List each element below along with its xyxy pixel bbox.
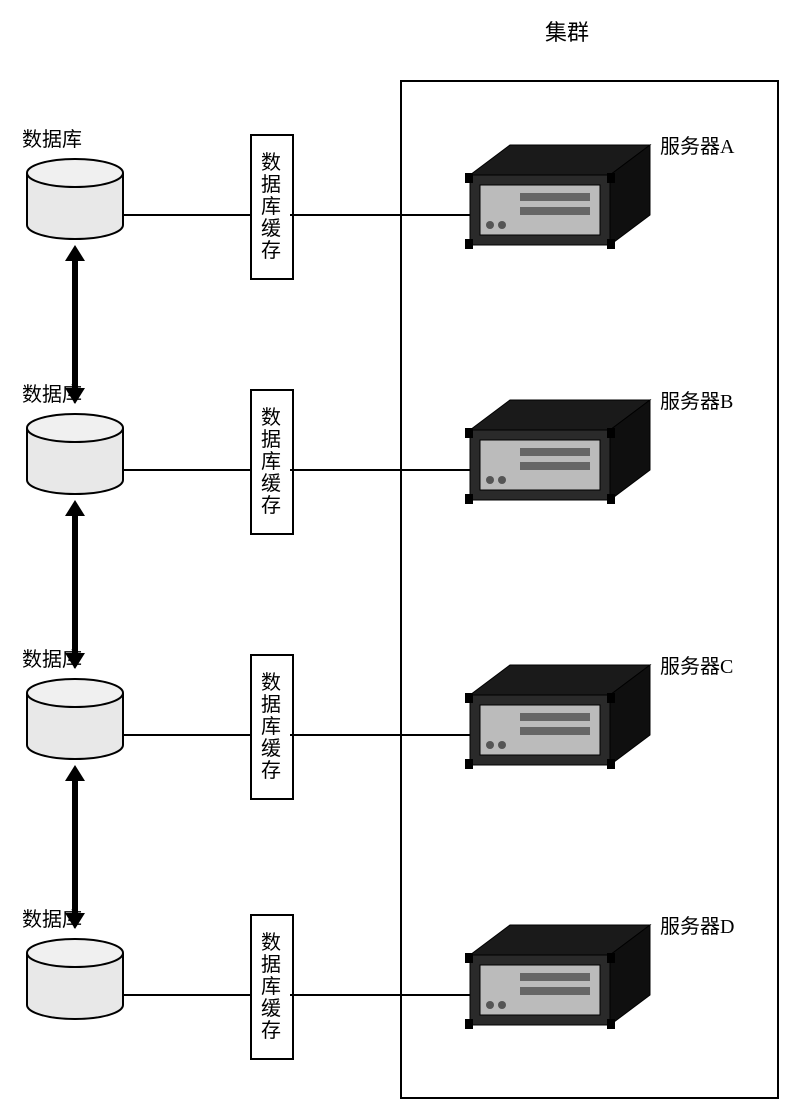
db-label-0: 数据库: [22, 123, 82, 152]
database-icon-2: [17, 675, 133, 765]
cache-box-0: 数据库缓存: [250, 134, 294, 280]
diagram-canvas: 集群 数据库 数据库缓存 服务器A 数据库: [0, 0, 800, 1120]
arrow-up-1: [65, 500, 85, 516]
connector-db-cache-0: [123, 214, 250, 216]
server-label-3: 服务器D: [660, 910, 734, 939]
connector-db-cache-2: [123, 734, 250, 736]
cache-label-3: 数据库缓存: [254, 932, 290, 1042]
server-label-0: 服务器A: [660, 130, 734, 159]
server-label-1: 服务器B: [660, 385, 733, 414]
cache-box-1: 数据库缓存: [250, 389, 294, 535]
connector-db-cache-1: [123, 469, 250, 471]
server-icon-2: [460, 655, 660, 785]
server-icon-0: [460, 135, 660, 265]
db-label-1: 数据库: [22, 378, 82, 407]
db-label-2: 数据库: [22, 643, 82, 672]
arrow-line-2: [72, 780, 78, 915]
database-icon-0: [17, 155, 133, 245]
cache-box-3: 数据库缓存: [250, 914, 294, 1060]
arrow-line-0: [72, 260, 78, 390]
database-icon-3: [17, 935, 133, 1025]
arrow-line-1: [72, 515, 78, 655]
cache-label-1: 数据库缓存: [254, 407, 290, 517]
server-icon-3: [460, 915, 660, 1045]
arrow-up-0: [65, 245, 85, 261]
cache-label-0: 数据库缓存: [254, 152, 290, 262]
cluster-title: 集群: [545, 15, 589, 47]
server-icon-1: [460, 390, 660, 520]
database-icon-1: [17, 410, 133, 500]
cache-label-2: 数据库缓存: [254, 672, 290, 782]
cache-box-2: 数据库缓存: [250, 654, 294, 800]
connector-db-cache-3: [123, 994, 250, 996]
db-label-3: 数据库: [22, 903, 82, 932]
arrow-up-2: [65, 765, 85, 781]
server-label-2: 服务器C: [660, 650, 733, 679]
